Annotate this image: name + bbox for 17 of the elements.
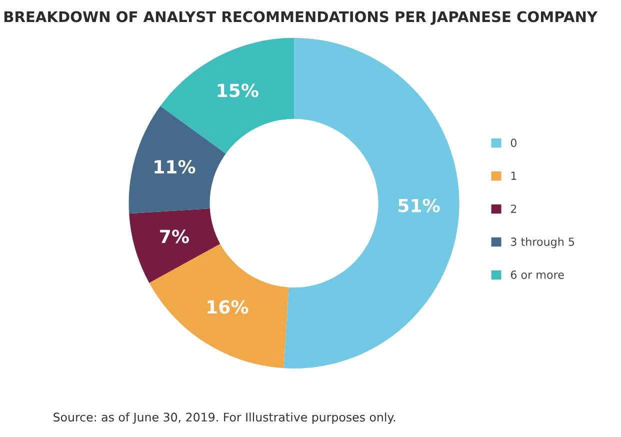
legend-label: 1 xyxy=(511,172,516,180)
chart-title: BREAKDOWN OF ANALYST RECOMMENDATIONS PER JAPANESE COMPANY xyxy=(4,11,598,25)
data-label: 15% xyxy=(218,84,258,98)
data-label: 16% xyxy=(208,300,248,314)
donut-slice xyxy=(128,106,226,214)
donut-slice xyxy=(129,208,220,283)
legend-label: 3 through 5 xyxy=(511,237,574,248)
legend-label: 6 or more xyxy=(510,270,564,279)
legend-label: 2 xyxy=(510,204,516,213)
legend-label: 0 xyxy=(510,138,516,148)
data-label: 11% xyxy=(154,160,196,174)
donut-slice xyxy=(160,38,294,154)
data-label: 51% xyxy=(398,198,440,212)
source-note: Source: as of June 30, 2019. For Illustrative purposes only. xyxy=(54,412,395,424)
donut-slice xyxy=(149,244,289,368)
donut-slice xyxy=(284,38,460,368)
data-label: 7% xyxy=(160,230,189,244)
